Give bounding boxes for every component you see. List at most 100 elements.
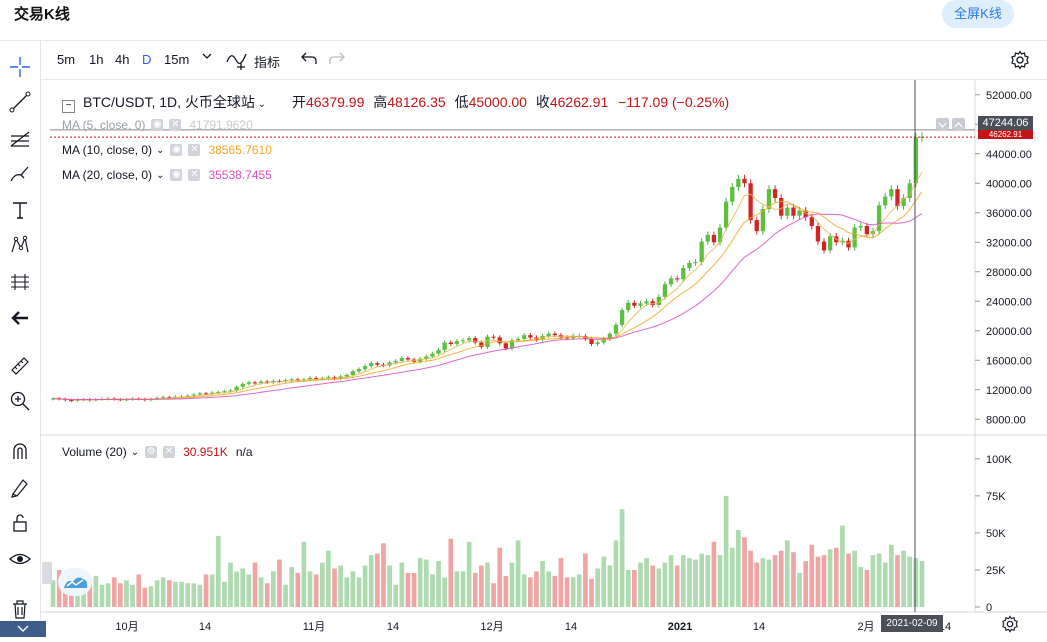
open-value: 46379.99 <box>305 94 365 110</box>
candle-body <box>197 393 203 395</box>
symbol-label[interactable]: BTC/USDT, 1D, 火币全球站 <box>83 94 255 110</box>
indicators-icon[interactable] <box>226 50 250 73</box>
crosshair-icon[interactable] <box>7 54 33 80</box>
volume-legend[interactable]: Volume (20) ⌄ ⚙ ✕ 30.951K n/a <box>62 445 253 459</box>
price-tick-label: 28000.00 <box>986 267 1032 279</box>
ma20-eye-icon[interactable]: ◉ <box>170 169 183 181</box>
volume-bar <box>399 562 405 607</box>
volume-bar <box>680 555 686 607</box>
candle-body <box>473 338 478 343</box>
candle-body <box>717 227 723 243</box>
ma10-legend[interactable]: MA (10, close, 0) ⌄ ◉ ✕ 38565.7610 <box>62 143 272 157</box>
interval-dropdown-icon[interactable] <box>201 50 213 65</box>
candle-body <box>693 262 698 264</box>
volume-bar <box>191 583 197 607</box>
candle-body <box>234 386 239 391</box>
ma10-eye-icon[interactable]: ◉ <box>170 144 183 156</box>
volume-bar <box>521 574 527 607</box>
ruler-icon[interactable] <box>7 353 33 379</box>
interval-4h[interactable]: 4h <box>115 52 130 67</box>
scroll-up-icon[interactable] <box>952 118 965 130</box>
undo-icon[interactable] <box>301 51 317 68</box>
candle-body <box>668 278 674 285</box>
interval-15m[interactable]: 15m <box>164 52 190 67</box>
candle-body <box>289 379 294 381</box>
settings-gear-icon[interactable] <box>1010 50 1030 73</box>
chevron-down-icon[interactable]: ⌄ <box>254 99 267 110</box>
candle-body <box>448 342 453 345</box>
text-icon[interactable] <box>7 197 33 223</box>
candle-body <box>742 178 747 184</box>
candle-body <box>546 333 551 336</box>
trash-icon[interactable] <box>7 596 33 622</box>
volume-bar <box>387 565 392 607</box>
ma10-close-icon[interactable]: ✕ <box>188 144 201 156</box>
ma5-eye-icon[interactable]: ◉ <box>151 119 164 131</box>
zoom-in-icon[interactable] <box>7 388 33 414</box>
candle-body <box>913 137 918 184</box>
volume-tick-label: 0 <box>986 602 992 614</box>
volume-bar <box>460 571 466 607</box>
time-tick-label: 14 <box>387 621 399 633</box>
volume-bar <box>803 561 809 607</box>
volume-bar <box>760 558 766 607</box>
trend-line-icon[interactable] <box>7 89 33 115</box>
candle-body <box>424 356 429 359</box>
candle-body <box>779 198 784 216</box>
ma10-label: MA (10, close, 0) <box>62 143 153 157</box>
candle-body <box>246 382 252 384</box>
ma5-close-icon[interactable]: ✕ <box>169 119 182 131</box>
price-tick-label: 44000.00 <box>986 149 1032 161</box>
pattern-icon[interactable] <box>7 232 33 258</box>
ma20-close-icon[interactable]: ✕ <box>188 169 201 181</box>
ma20-legend[interactable]: MA (20, close, 0) ⌄ ◉ ✕ 35538.7455 <box>62 168 272 182</box>
volume-bar <box>332 568 337 607</box>
scroll-left-handle[interactable] <box>42 562 52 584</box>
volume-close-icon[interactable]: ✕ <box>163 446 176 458</box>
volume-settings-icon[interactable]: ⚙ <box>145 446 158 458</box>
unlock-icon[interactable] <box>7 510 33 536</box>
candle-body <box>907 183 912 198</box>
candle-body <box>295 379 300 381</box>
candle-body <box>344 375 349 377</box>
volume-bar <box>393 584 399 607</box>
axis-settings-gear-icon[interactable] <box>1001 615 1021 635</box>
magnet-icon[interactable] <box>7 438 33 464</box>
fib-icon[interactable] <box>7 126 33 152</box>
candle-body <box>711 234 717 243</box>
indicators-button[interactable]: 指标 <box>254 55 281 70</box>
volume-bar <box>870 555 876 607</box>
candle-body <box>846 240 851 248</box>
volume-bar <box>919 561 925 607</box>
ma10-line <box>53 191 923 401</box>
eye-icon[interactable] <box>7 546 33 572</box>
volume-bar <box>570 577 576 607</box>
volume-bar <box>723 495 729 607</box>
candle-body <box>356 369 362 372</box>
interval-1h[interactable]: 1h <box>89 52 104 67</box>
volume-bar <box>411 572 417 607</box>
lock-drawing-icon[interactable] <box>7 474 33 500</box>
fullscreen-button[interactable]: 全屏K线 <box>942 0 1014 28</box>
redo-icon[interactable] <box>329 51 345 68</box>
brush-icon[interactable] <box>7 161 33 187</box>
volume-bar <box>356 577 362 607</box>
scroll-down-icon[interactable] <box>936 118 949 130</box>
candle-body <box>491 336 496 338</box>
volume-bar <box>448 538 454 607</box>
prediction-icon[interactable] <box>7 269 33 295</box>
interval-1d[interactable]: D <box>142 52 152 67</box>
volume-bar <box>136 574 142 607</box>
collapse-legend-icon[interactable]: − <box>62 100 75 113</box>
candle-body <box>240 383 245 387</box>
ohlc-legend: − BTC/USDT, 1D, 火币全球站 ⌄ 开46379.99 高48126.… <box>62 92 729 113</box>
ma5-legend[interactable]: MA (5, close, 0) ◉ ✕ 41791.9620 <box>62 118 253 132</box>
collapse-toolbar-button[interactable] <box>0 621 46 637</box>
candle-body <box>75 399 80 401</box>
candle-body <box>375 363 380 365</box>
interval-5m[interactable]: 5m <box>57 52 76 67</box>
candle-body <box>632 302 637 306</box>
back-arrow-icon[interactable] <box>7 305 33 331</box>
ma20-value: 35538.7455 <box>208 168 272 182</box>
